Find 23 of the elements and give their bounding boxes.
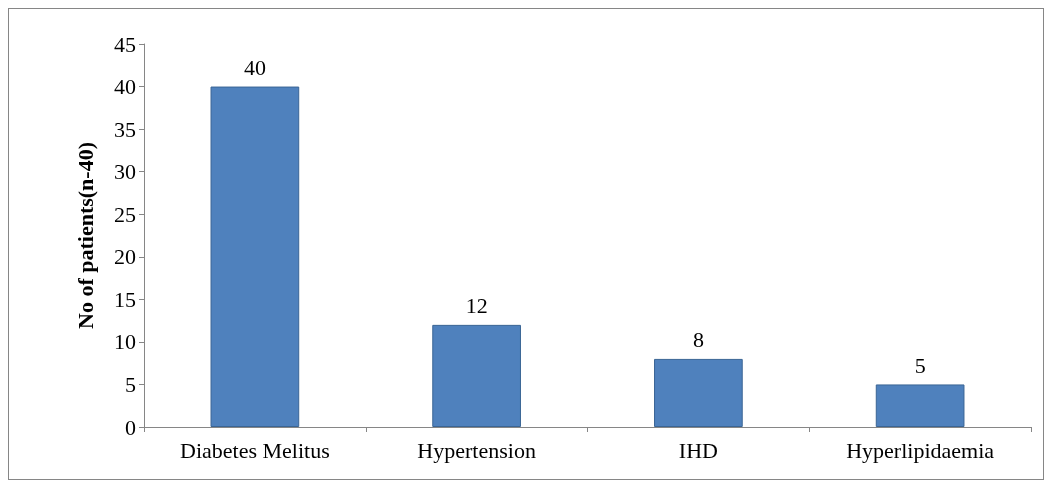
- bar: [654, 358, 743, 427]
- y-tick-label: 40: [114, 74, 136, 100]
- y-tick-label: 10: [114, 329, 136, 355]
- x-tick-label: Hyperlipidaemia: [846, 437, 995, 463]
- data-label: 8: [692, 327, 704, 353]
- y-tick-label: 15: [114, 286, 136, 312]
- bar: [875, 384, 965, 427]
- x-tick-label: Hypertension: [417, 437, 536, 463]
- y-tick-label: 30: [114, 159, 136, 185]
- y-tick-label: 35: [114, 116, 136, 142]
- data-label: 5: [914, 352, 926, 378]
- y-tick-label: 0: [125, 414, 136, 440]
- bar: [210, 86, 300, 427]
- y-tick-label: 45: [114, 31, 136, 57]
- y-tick-label: 5: [125, 371, 136, 397]
- y-tick-label: 25: [114, 201, 136, 227]
- data-label: 12: [465, 293, 488, 319]
- x-tick-label: Diabetes Melitus: [180, 437, 330, 463]
- y-axis-title: No of patients(n-40): [72, 142, 98, 329]
- bar: [432, 324, 521, 427]
- y-tick-label: 20: [114, 244, 136, 270]
- x-tick-label: IHD: [678, 437, 718, 463]
- data-label: 40: [243, 55, 266, 81]
